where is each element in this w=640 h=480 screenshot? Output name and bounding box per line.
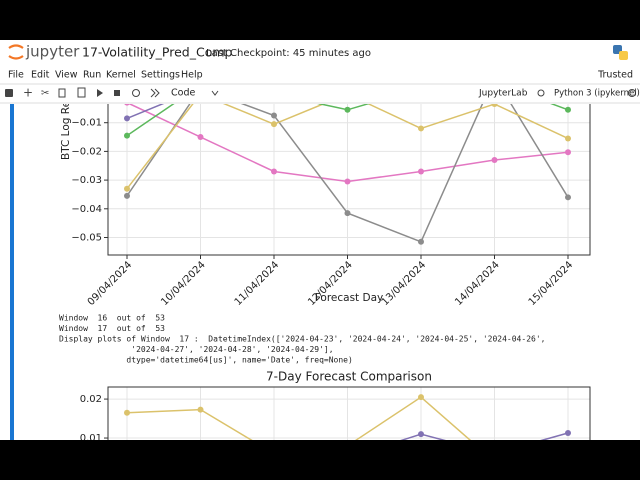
data-point xyxy=(197,134,204,141)
data-point xyxy=(197,406,204,413)
data-point xyxy=(124,192,130,199)
output-line: '2024-04-27', '2024-04-28', '2024-04-29'… xyxy=(59,345,334,354)
data-point xyxy=(491,157,498,164)
menu-item[interactable]: Run xyxy=(83,70,101,81)
run-icon[interactable] xyxy=(97,89,103,97)
y-tick-label: −0.05 xyxy=(71,232,102,243)
header-bg xyxy=(0,40,640,104)
add-icon[interactable]: + xyxy=(23,86,33,100)
x-axis-label: Forecast Day xyxy=(315,292,384,304)
cell-indicator xyxy=(10,104,14,440)
data-point xyxy=(418,394,424,401)
logo xyxy=(8,44,24,49)
y-tick-label: −0.04 xyxy=(71,204,102,215)
menu-item[interactable]: Kernel xyxy=(106,70,136,81)
data-point xyxy=(124,185,130,192)
menu-bar: File Edit View Run Kernel Settings Help xyxy=(8,70,203,81)
data-point xyxy=(418,168,424,175)
data-point xyxy=(344,178,351,185)
menu-item[interactable]: Settings xyxy=(141,70,180,81)
restart-icon[interactable] xyxy=(132,89,140,97)
cut-icon[interactable]: ✂ xyxy=(41,88,49,99)
jupyterlab-link[interactable]: JupyterLab xyxy=(478,89,528,99)
jupyter-header: jupyter 17-Volatility_Pred_Comp Last Che… xyxy=(0,40,640,104)
letterbox xyxy=(0,440,640,480)
output-line: Display plots of Window 17 : DatetimeInd… xyxy=(59,335,545,344)
data-point xyxy=(565,429,571,436)
notebook-title[interactable]: 17-Volatility_Pred_Comp xyxy=(82,45,233,60)
settings-icon[interactable] xyxy=(537,89,545,97)
save-icon[interactable] xyxy=(5,89,13,97)
checkpoint: Last Checkpoint: 45 minutes ago xyxy=(206,48,371,59)
y-tick-label: 0.02 xyxy=(80,394,102,405)
data-point xyxy=(344,106,351,113)
paste-icon[interactable] xyxy=(77,87,86,98)
chart-title: 7-Day Forecast Comparison xyxy=(266,370,432,384)
output-line: Window 17 out of 53 xyxy=(59,324,165,333)
output-line: Window 16 out of 53 xyxy=(59,314,165,323)
y-tick-label: −0.03 xyxy=(71,175,102,186)
notebook-bg xyxy=(0,40,640,440)
menu-item[interactable]: File xyxy=(8,70,24,81)
data-point xyxy=(565,135,571,142)
dropdown-arrow[interactable] xyxy=(211,90,219,96)
menu-item[interactable]: Help xyxy=(181,70,203,81)
data-point xyxy=(124,132,130,139)
data-point xyxy=(344,210,351,217)
data-point xyxy=(271,121,277,128)
data-point xyxy=(565,194,571,201)
data-point xyxy=(418,238,424,245)
data-point xyxy=(418,125,424,132)
menu-item[interactable]: View xyxy=(55,70,78,81)
trusted[interactable]: Trusted xyxy=(597,70,633,81)
menu-item[interactable]: Edit xyxy=(31,70,50,81)
python-logo xyxy=(619,51,628,60)
y-tick-label: −0.02 xyxy=(71,146,102,157)
letterbox xyxy=(0,0,640,40)
output-line: dtype='datetime64[us]', name='Date', fre… xyxy=(59,356,353,365)
y-axis-label: BTC Log Retu xyxy=(60,90,72,160)
cell-type[interactable]: Code xyxy=(171,88,195,99)
restart-run-icon[interactable] xyxy=(150,88,160,98)
copy-icon[interactable] xyxy=(58,88,66,98)
stop-icon[interactable] xyxy=(114,90,120,96)
y-tick-label: −0.01 xyxy=(71,118,102,129)
data-point xyxy=(565,106,571,113)
kernel-name[interactable]: Python 3 (ipykernel) xyxy=(554,89,640,99)
app-name: jupyter xyxy=(25,43,80,61)
logo xyxy=(8,55,24,60)
y-tick-label: 0.01 xyxy=(80,433,102,444)
data-point xyxy=(271,168,277,175)
data-point xyxy=(565,149,571,156)
data-point xyxy=(418,431,424,438)
kernel-status xyxy=(628,89,636,97)
data-point xyxy=(271,112,277,119)
toolbar-icons: + ✂ xyxy=(5,86,636,100)
data-point xyxy=(124,115,130,122)
data-point xyxy=(124,409,130,416)
